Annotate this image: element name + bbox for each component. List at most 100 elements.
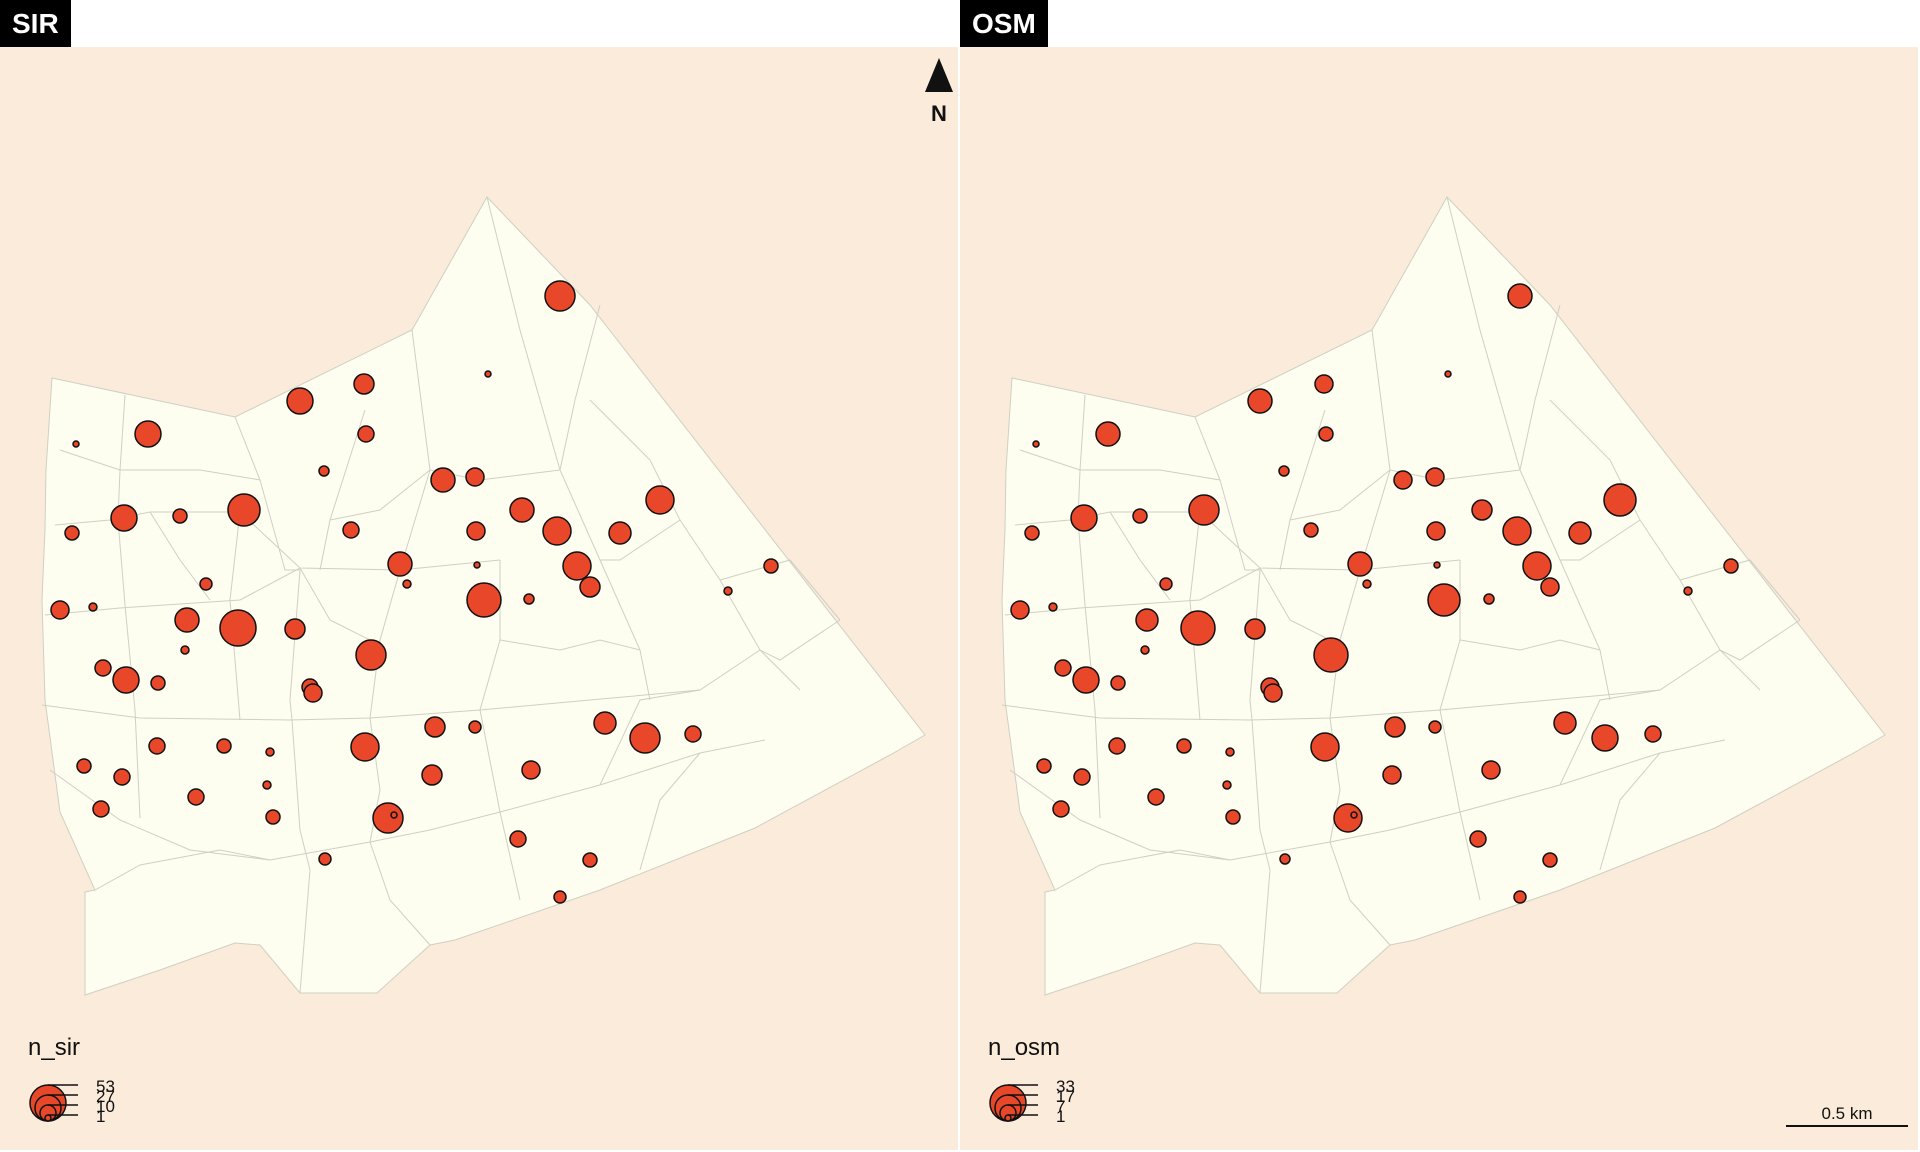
count-bubble [430, 467, 456, 493]
count-bubble [1032, 440, 1040, 448]
count-bubble [684, 725, 702, 743]
count-bubble [1483, 593, 1495, 605]
region-boundary [299, 567, 371, 641]
count-bubble [1683, 586, 1693, 596]
count-bubble [763, 558, 779, 574]
count-bubble [318, 852, 332, 866]
region-boundary [1439, 560, 1481, 901]
count-bubble [424, 716, 446, 738]
count-bubble [1159, 577, 1173, 591]
count-bubble [1279, 853, 1291, 865]
region-boundary [486, 196, 651, 701]
count-bubble [1072, 666, 1100, 694]
region-boundary [1679, 559, 1801, 621]
count-bubble [187, 788, 205, 806]
legend-circle-1 [1004, 1114, 1012, 1122]
panel-title-sir: SIR [0, 0, 71, 47]
count-bubble [466, 521, 486, 541]
legend-title-sir: n_sir [28, 1034, 81, 1061]
count-bubble [1591, 724, 1619, 752]
region-boundary [1289, 469, 1391, 521]
count-bubble [544, 280, 576, 312]
count-bubble [1333, 803, 1363, 833]
panel-title-osm: OSM [960, 0, 1048, 47]
count-bubble [1052, 800, 1070, 818]
count-bubble [1313, 637, 1349, 673]
count-bubble [1263, 683, 1283, 703]
proportional-bubbles [1010, 283, 1739, 904]
legend-label-53: 53 [96, 1077, 115, 1096]
count-bubble [1135, 608, 1159, 632]
region-boundary [94, 849, 271, 891]
region-boundary [1446, 196, 1611, 701]
region-boundary [599, 649, 761, 786]
region-boundary [1519, 304, 1561, 471]
legend-label-33: 33 [1056, 1077, 1075, 1096]
region-boundary [1077, 394, 1101, 819]
count-bubble [1303, 522, 1319, 538]
legend-osm: 33 17 7 1 [989, 1077, 1075, 1125]
count-bubble [1444, 370, 1452, 378]
count-bubble [1723, 558, 1739, 574]
count-bubble [421, 764, 443, 786]
count-bubble [1247, 388, 1273, 414]
count-bubble [387, 551, 413, 577]
count-bubble [1540, 577, 1560, 597]
count-bubble [1469, 830, 1487, 848]
count-bubble [473, 561, 481, 569]
region-boundary [229, 511, 241, 721]
count-bubble [1054, 659, 1072, 677]
count-bubble [180, 645, 190, 655]
count-bubble [1024, 525, 1040, 541]
count-bubble [88, 602, 98, 612]
region-boundary [1259, 567, 1331, 641]
osm-map-canvas [960, 47, 1918, 1150]
count-bubble [1426, 521, 1446, 541]
count-bubble [303, 683, 323, 703]
region-boundary [1599, 752, 1661, 871]
north-arrow: N [920, 56, 958, 125]
count-bubble [1507, 283, 1533, 309]
region-boundary [1189, 511, 1201, 721]
count-bubble [148, 737, 166, 755]
count-bubble [216, 738, 232, 754]
count-bubble [1314, 374, 1334, 394]
count-bubble [286, 387, 314, 415]
count-bubble [1427, 583, 1461, 617]
count-bubble [1180, 610, 1216, 646]
count-bubble [629, 722, 661, 754]
count-bubble [1382, 765, 1402, 785]
count-bubble [1513, 890, 1527, 904]
region-boundary [1719, 619, 1801, 661]
count-bubble [1108, 737, 1126, 755]
count-bubble [134, 420, 162, 448]
count-bubble [64, 525, 80, 541]
osm-map-panel: OSM n_osm 33 17 7 1 [960, 0, 1918, 1150]
legend-circle-1 [44, 1114, 52, 1122]
count-bubble [1350, 811, 1358, 819]
count-bubble [645, 485, 675, 515]
region-boundary [1559, 649, 1721, 786]
count-bubble [579, 576, 601, 598]
count-bubble [465, 467, 485, 487]
count-bubble [1073, 768, 1091, 786]
count-bubble [521, 760, 541, 780]
count-bubble [1225, 747, 1235, 757]
region-boundary [1019, 449, 1221, 481]
count-bubble [94, 659, 112, 677]
count-bubble [582, 852, 598, 868]
count-bubble [350, 732, 380, 762]
region-boundary [1549, 399, 1761, 691]
legend-label-17: 17 [1056, 1087, 1075, 1106]
count-bubble [150, 675, 166, 691]
count-bubble [1553, 711, 1577, 735]
count-bubble [1502, 516, 1532, 546]
count-bubble [1428, 720, 1442, 734]
legend-sir: 53 27 10 1 [29, 1077, 115, 1125]
count-bubble [92, 800, 110, 818]
region-boundary [234, 416, 311, 994]
region-boundary [49, 739, 766, 861]
count-bubble [1070, 504, 1098, 532]
count-bubble [110, 504, 138, 532]
count-bubble [1393, 470, 1413, 490]
